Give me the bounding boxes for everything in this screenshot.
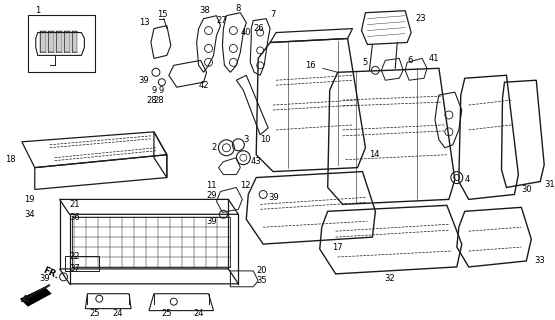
Text: 8: 8 [236, 4, 241, 13]
Text: 32: 32 [384, 274, 395, 283]
Text: 35: 35 [256, 276, 267, 285]
Text: 6: 6 [407, 56, 412, 65]
Text: 40: 40 [240, 28, 251, 37]
Text: 3: 3 [243, 135, 249, 144]
Text: 39: 39 [268, 193, 279, 202]
Text: 9: 9 [159, 86, 164, 95]
Text: 27: 27 [216, 16, 227, 25]
Text: 5: 5 [362, 58, 367, 67]
Text: 39: 39 [39, 274, 49, 283]
Text: 37: 37 [69, 264, 80, 273]
Text: 20: 20 [256, 266, 267, 276]
Text: 25: 25 [89, 309, 99, 318]
Text: 28: 28 [147, 96, 157, 105]
Polygon shape [56, 31, 62, 52]
Text: 42: 42 [199, 81, 209, 90]
Text: 14: 14 [370, 150, 380, 159]
Text: 2: 2 [211, 143, 216, 152]
Text: 21: 21 [69, 200, 80, 209]
Text: 39: 39 [206, 217, 216, 226]
Text: 26: 26 [253, 24, 264, 33]
Text: 22: 22 [69, 252, 80, 261]
Text: 4: 4 [465, 175, 470, 184]
Polygon shape [64, 31, 69, 52]
Text: 16: 16 [305, 61, 316, 70]
Text: 15: 15 [157, 10, 168, 19]
Text: 30: 30 [521, 185, 532, 194]
Text: 12: 12 [240, 181, 251, 190]
Text: 39: 39 [138, 76, 149, 85]
Text: 19: 19 [24, 195, 35, 204]
Text: 38: 38 [199, 6, 210, 15]
Polygon shape [48, 31, 54, 52]
Text: 17: 17 [332, 243, 343, 252]
Text: 11: 11 [206, 181, 216, 190]
Text: 23: 23 [415, 14, 426, 23]
Text: 9: 9 [152, 86, 157, 95]
Bar [28, 15, 95, 72]
Text: 24: 24 [193, 309, 204, 318]
Text: 25: 25 [162, 309, 172, 318]
Text: 41: 41 [429, 54, 440, 63]
Text: 13: 13 [139, 18, 150, 27]
Text: 36: 36 [69, 213, 80, 222]
Text: 28: 28 [153, 96, 164, 105]
Text: 18: 18 [5, 155, 16, 164]
Text: 10: 10 [260, 135, 271, 144]
Text: 31: 31 [544, 180, 555, 189]
Text: 24: 24 [112, 309, 123, 318]
Text: 34: 34 [24, 210, 35, 219]
Bar [72, 217, 230, 267]
Polygon shape [20, 287, 52, 307]
Text: FR.: FR. [42, 266, 60, 281]
Polygon shape [72, 31, 78, 52]
Text: 33: 33 [534, 256, 545, 266]
Text: 29: 29 [206, 191, 216, 200]
Text: 43: 43 [250, 157, 261, 166]
Polygon shape [40, 31, 46, 52]
Text: 1: 1 [35, 6, 40, 15]
Text: 7: 7 [270, 10, 275, 19]
